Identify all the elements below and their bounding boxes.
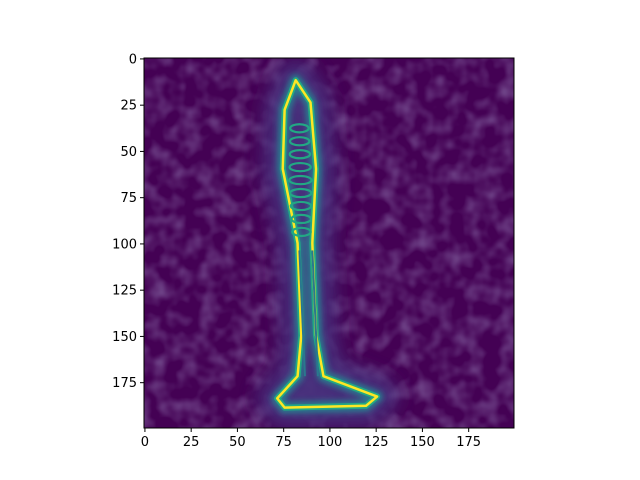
thread-ring [288,174,313,186]
thread-ring [288,187,313,199]
x-tick-label: 75 [275,435,292,450]
thread-ring [289,200,313,212]
plot-frame [143,57,515,429]
y-tick-label: 175 [112,376,137,391]
thread-ring [288,161,312,173]
y-tick-label: 50 [120,145,137,160]
x-tick-label: 50 [229,435,246,450]
thread-ring [290,213,313,225]
y-tick-label: 0 [129,52,137,67]
thread-ring [288,149,312,160]
x-tick-label: 125 [364,435,389,450]
heatmap-image [144,58,514,428]
x-tick-label: 175 [456,435,481,450]
y-tick-label: 100 [112,237,137,252]
shaft-inner-edge [311,250,319,377]
y-tick-label: 25 [120,99,137,114]
thread-ring [288,136,311,147]
y-tick-label: 125 [112,284,137,299]
x-tick-label: 0 [141,435,149,450]
x-tick-label: 25 [183,435,200,450]
y-tick-label: 150 [112,330,137,345]
x-tick-label: 150 [410,435,435,450]
y-tick-label: 75 [120,191,137,206]
thread-ring [289,123,310,134]
y-axis: 0 25 50 75 100 125 150 175 [112,52,144,391]
thread-ring [291,226,312,238]
x-tick-label: 100 [318,435,343,450]
x-axis: 0 25 50 75 100 125 150 175 [141,428,481,450]
shaft-inner-edge [298,250,306,377]
